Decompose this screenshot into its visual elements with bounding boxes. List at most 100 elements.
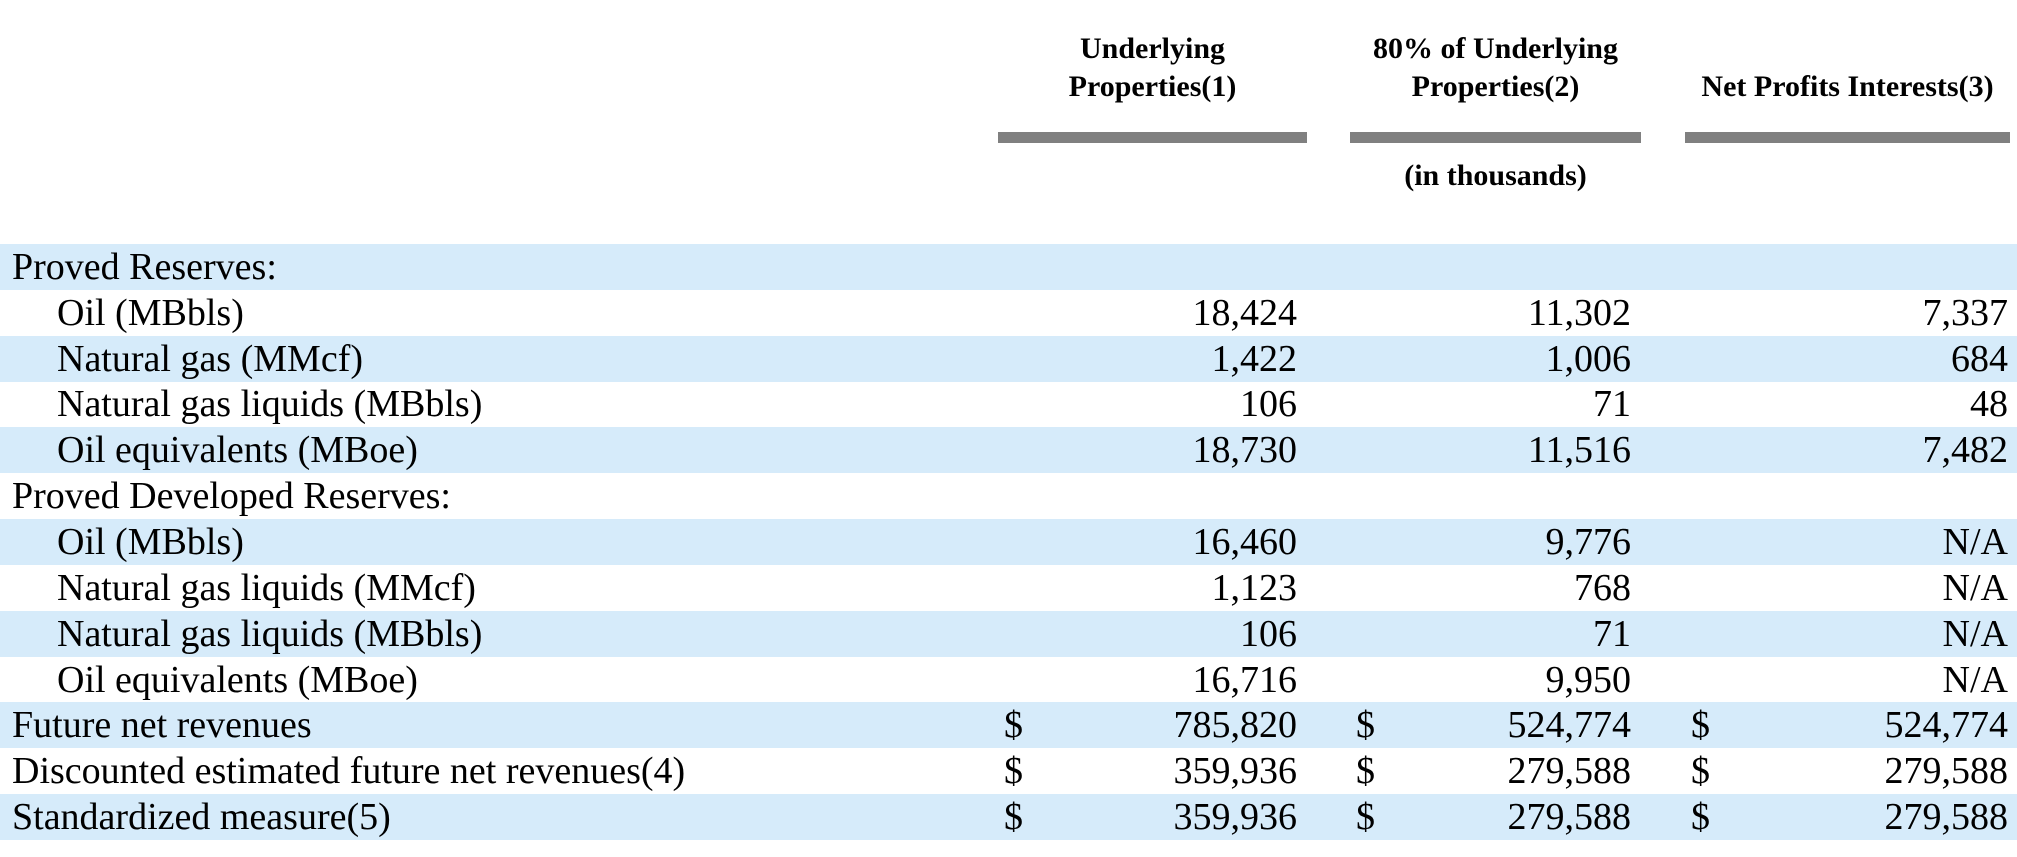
cell-value: 359,936 — [1173, 796, 1298, 839]
value-cell: $ 785,820 — [998, 703, 1307, 747]
cell-value: 7,337 — [1922, 291, 2009, 334]
value-cell: 1,006 — [1350, 337, 1641, 381]
cell-value: 16,460 — [1192, 520, 1298, 563]
cell-value: 684 — [1951, 337, 2008, 380]
value-cell: $ 279,588 — [1685, 795, 2010, 839]
cell-value: 524,774 — [1507, 704, 1632, 747]
value-cell: N/A — [1685, 520, 2010, 564]
table-row: Oil equivalents (MBoe) 18,730 11,516 7,4… — [0, 427, 2017, 474]
value-cell: 1,123 — [998, 566, 1307, 610]
value-cell: $ 359,936 — [998, 795, 1307, 839]
cell-value: 1,123 — [1211, 566, 1298, 609]
value-cell: 11,302 — [1350, 291, 1641, 335]
cell-value: N/A — [1942, 520, 2008, 563]
cell-value: 18,424 — [1192, 291, 1298, 334]
cell-value: 106 — [1240, 383, 1297, 426]
value-cell: 16,460 — [998, 520, 1307, 564]
value-cell: 106 — [998, 612, 1307, 656]
row-label: Oil equivalents (MBoe) — [57, 658, 418, 701]
table-body: Proved Reserves: Oil (MBbls) 18,424 11,3… — [0, 244, 2017, 840]
cell-value: 785,820 — [1173, 704, 1298, 747]
value-cell: 106 — [998, 382, 1307, 426]
column-header-line1: 80% of Underlying — [1372, 32, 1618, 65]
row-label: Discounted estimated future net revenues… — [12, 750, 686, 793]
table-row: Oil equivalents (MBoe) 16,716 9,950 N/A — [0, 657, 2017, 703]
table-row: Natural gas liquids (MBbls) 106 71 48 — [0, 382, 2017, 428]
row-label: Natural gas liquids (MMcf) — [57, 566, 476, 609]
value-cell: 9,950 — [1350, 658, 1641, 702]
row-label: Standardized measure(5) — [12, 796, 391, 839]
value-cell: 684 — [1685, 337, 2010, 381]
table-row: Future net revenues $ 785,820 $ 524,774 … — [0, 702, 2017, 749]
row-label: Future net revenues — [12, 704, 312, 747]
column-header-underlying-properties: Underlying Properties(1) — [998, 0, 1307, 106]
value-cell: $ 359,936 — [998, 749, 1307, 793]
cell-value: 279,588 — [1884, 796, 2009, 839]
value-cell: 71 — [1350, 382, 1641, 426]
table-row: Natural gas liquids (MBbls) 106 71 N/A — [0, 610, 2017, 657]
cell-value: N/A — [1942, 566, 2008, 609]
cell-value: 279,588 — [1507, 750, 1632, 793]
value-cell: 18,424 — [998, 291, 1307, 335]
cell-value: 524,774 — [1884, 704, 2009, 747]
row-label: Oil (MBbls) — [57, 291, 244, 334]
currency-symbol: $ — [1004, 704, 1023, 747]
column-header-line2: Net Profits Interests(3) — [1701, 70, 1994, 103]
value-cell: $ 524,774 — [1685, 703, 2010, 747]
table-row: Discounted estimated future net revenues… — [0, 748, 2017, 794]
table-row: Proved Reserves: — [0, 244, 2017, 290]
currency-symbol: $ — [1691, 796, 1710, 839]
units-note: (in thousands) — [1404, 159, 1587, 192]
row-label: Proved Reserves: — [12, 245, 277, 288]
column-header-line2: Properties(1) — [1068, 70, 1237, 103]
cell-value: 279,588 — [1884, 750, 2009, 793]
value-cell: N/A — [1685, 566, 2010, 610]
value-cell: 1,422 — [998, 337, 1307, 381]
header-underline-bar — [998, 132, 1307, 143]
row-label: Proved Developed Reserves: — [12, 475, 451, 518]
row-label: Natural gas liquids (MBbls) — [57, 612, 483, 655]
table-row: Oil (MBbls) 18,424 11,302 7,337 — [0, 290, 2017, 336]
value-cell: 71 — [1350, 612, 1641, 656]
row-label: Natural gas (MMcf) — [57, 337, 364, 380]
table-row: Standardized measure(5) $ 359,936 $ 279,… — [0, 794, 2017, 840]
column-header-net-profits-interests: Net Profits Interests(3) — [1685, 0, 2010, 106]
value-cell: N/A — [1685, 612, 2010, 656]
cell-value: N/A — [1942, 612, 2008, 655]
header-underline-bar — [1685, 132, 2010, 143]
cell-value: 106 — [1240, 612, 1297, 655]
row-label: Oil (MBbls) — [57, 520, 244, 563]
currency-symbol: $ — [1004, 796, 1023, 839]
cell-value: 16,716 — [1192, 658, 1298, 701]
value-cell: 768 — [1350, 566, 1641, 610]
currency-symbol: $ — [1004, 750, 1023, 793]
column-header-line2: Properties(2) — [1411, 70, 1580, 103]
currency-symbol: $ — [1691, 750, 1710, 793]
column-header-80pct-underlying-properties: 80% of Underlying Properties(2) — [1350, 0, 1641, 106]
cell-value: 9,950 — [1545, 658, 1632, 701]
cell-value: 1,006 — [1545, 337, 1632, 380]
cell-value: 9,776 — [1545, 520, 1632, 563]
cell-value: 279,588 — [1507, 796, 1632, 839]
currency-symbol: $ — [1356, 796, 1375, 839]
cell-value: 11,302 — [1527, 291, 1631, 334]
value-cell: $ 279,588 — [1350, 795, 1641, 839]
cell-value: N/A — [1942, 658, 2008, 701]
cell-value: 7,482 — [1922, 429, 2009, 472]
value-cell: $ 279,588 — [1685, 749, 2010, 793]
table-row: Natural gas liquids (MMcf) 1,123 768 N/A — [0, 565, 2017, 611]
header-underline-bar — [1350, 132, 1641, 143]
value-cell: 11,516 — [1350, 428, 1641, 472]
value-cell: 16,716 — [998, 658, 1307, 702]
cell-value: 18,730 — [1192, 429, 1298, 472]
value-cell: 7,337 — [1685, 291, 2010, 335]
value-cell: 48 — [1685, 382, 2010, 426]
value-cell: N/A — [1685, 658, 2010, 702]
table-row: Proved Developed Reserves: — [0, 473, 2017, 519]
row-label: Oil equivalents (MBoe) — [57, 429, 418, 472]
cell-value: 48 — [1970, 383, 2008, 426]
cell-value: 71 — [1593, 383, 1631, 426]
value-cell: 9,776 — [1350, 520, 1641, 564]
currency-symbol: $ — [1356, 750, 1375, 793]
value-cell: 7,482 — [1685, 428, 2010, 472]
